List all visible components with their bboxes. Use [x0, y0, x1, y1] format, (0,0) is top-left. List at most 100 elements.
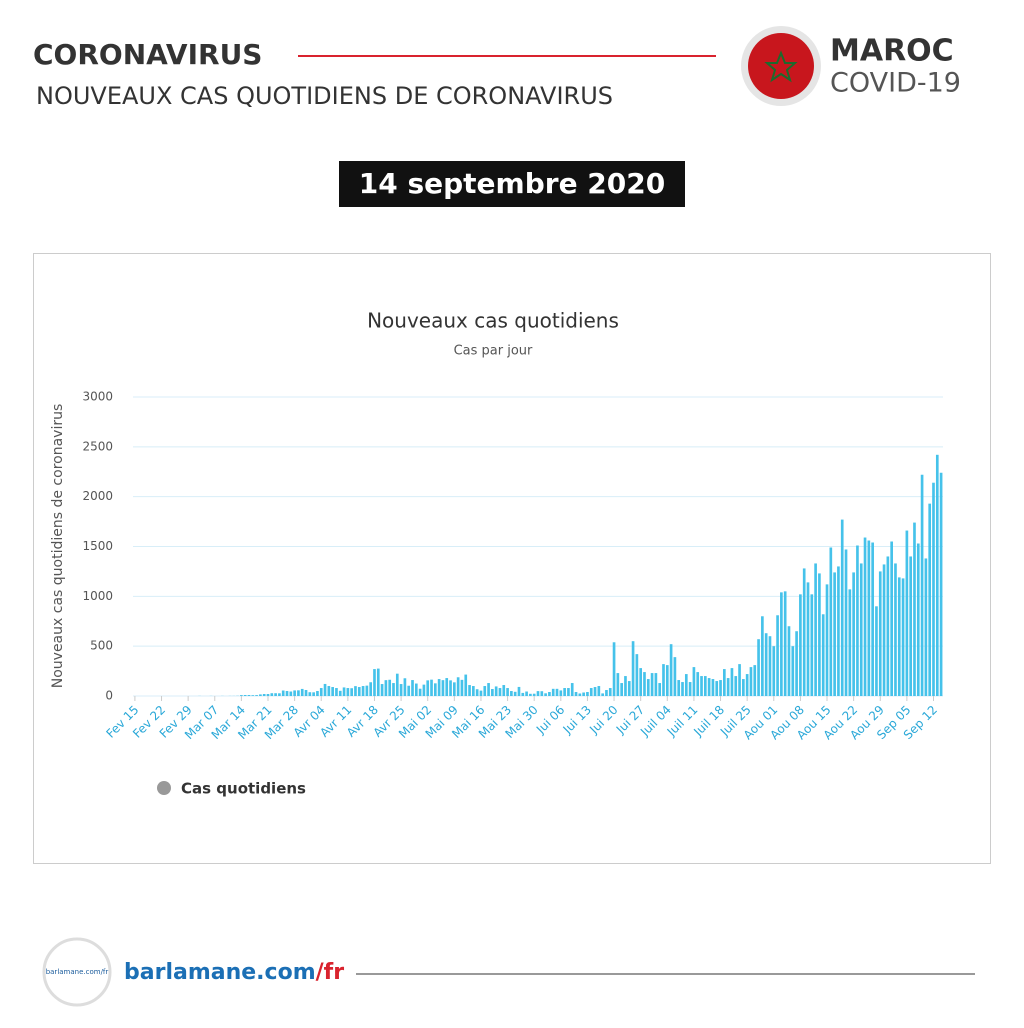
bar [674, 657, 677, 696]
bar [617, 673, 620, 696]
bar [472, 686, 475, 696]
bar [636, 654, 639, 696]
footer-logo: barlamane.com/fr [44, 939, 110, 1005]
bar [544, 693, 547, 696]
bar [803, 568, 806, 696]
chart-subtitle: Cas par jour [454, 344, 533, 359]
bar [540, 691, 543, 696]
bar [769, 636, 772, 696]
bar [772, 646, 775, 696]
bar [883, 564, 886, 696]
y-axis-label: Nouveaux cas quotidiens de coronavirus [50, 404, 66, 689]
bar [263, 694, 266, 696]
bar [259, 694, 262, 696]
bar [917, 544, 920, 696]
bar [909, 556, 912, 696]
bar [841, 520, 844, 696]
bar [552, 689, 555, 696]
bar [822, 614, 825, 696]
bar [628, 681, 631, 696]
bar [343, 687, 346, 696]
bar [468, 685, 471, 696]
bar [320, 688, 323, 696]
bar [297, 690, 300, 696]
bar [369, 682, 372, 696]
bar [925, 558, 928, 696]
bar [396, 674, 399, 696]
bar [521, 693, 524, 696]
site-suffix: /fr [316, 960, 345, 985]
bar [605, 690, 608, 696]
bar [666, 665, 669, 696]
chart-title: Nouveaux cas quotidiens [367, 309, 619, 333]
bar [400, 684, 403, 696]
bar [430, 680, 433, 696]
bar [518, 687, 521, 696]
bar [559, 690, 562, 696]
bar [350, 688, 353, 696]
bar [461, 680, 464, 696]
bar [354, 686, 357, 696]
bar [620, 683, 623, 696]
bar [818, 573, 821, 696]
bar [594, 687, 597, 696]
bar [753, 665, 756, 696]
bar [902, 578, 905, 696]
bar [826, 584, 829, 696]
bar [453, 682, 456, 696]
bar [860, 563, 863, 696]
bar [742, 679, 745, 696]
bar [921, 475, 924, 696]
bar [579, 694, 582, 696]
bar [757, 639, 760, 696]
bar [282, 691, 285, 696]
legend-label: Cas quotidiens [181, 780, 306, 798]
bar [529, 694, 532, 696]
y-tick-label: 3000 [82, 390, 113, 404]
bar [833, 572, 836, 696]
bar [426, 680, 429, 696]
bar [700, 676, 703, 696]
bar [887, 556, 890, 696]
bar [586, 692, 589, 696]
bar [940, 473, 943, 696]
bar [278, 693, 281, 696]
bar [734, 676, 737, 696]
bar [514, 692, 517, 696]
bar [765, 633, 768, 696]
bar [381, 684, 384, 696]
bar [609, 688, 612, 696]
bar [506, 688, 509, 696]
bar [590, 688, 593, 696]
bar [293, 690, 296, 696]
bar [814, 563, 817, 696]
bar [601, 693, 604, 696]
bar [936, 455, 939, 696]
bar [240, 695, 243, 696]
flag-badge [741, 26, 821, 106]
bar [890, 542, 893, 696]
bar [457, 677, 460, 696]
bar [575, 692, 578, 696]
bar [464, 675, 467, 696]
bar [373, 669, 376, 696]
bar [647, 679, 650, 696]
bar [658, 683, 661, 696]
bar [415, 684, 418, 696]
bar [567, 688, 570, 696]
bar [377, 669, 380, 696]
bar [791, 646, 794, 696]
country: MAROC [830, 34, 954, 69]
bar [537, 691, 540, 696]
bar [388, 680, 391, 696]
bar [392, 683, 395, 696]
header-subtitle: NOUVEAUX CAS QUOTIDIENS DE CORONAVIRUS [36, 82, 613, 110]
bar [928, 504, 931, 696]
bar [487, 683, 490, 696]
bar [871, 543, 874, 696]
bar [784, 591, 787, 696]
bar [750, 667, 753, 696]
bar [434, 683, 437, 696]
bar [339, 691, 342, 696]
bar [727, 678, 730, 696]
